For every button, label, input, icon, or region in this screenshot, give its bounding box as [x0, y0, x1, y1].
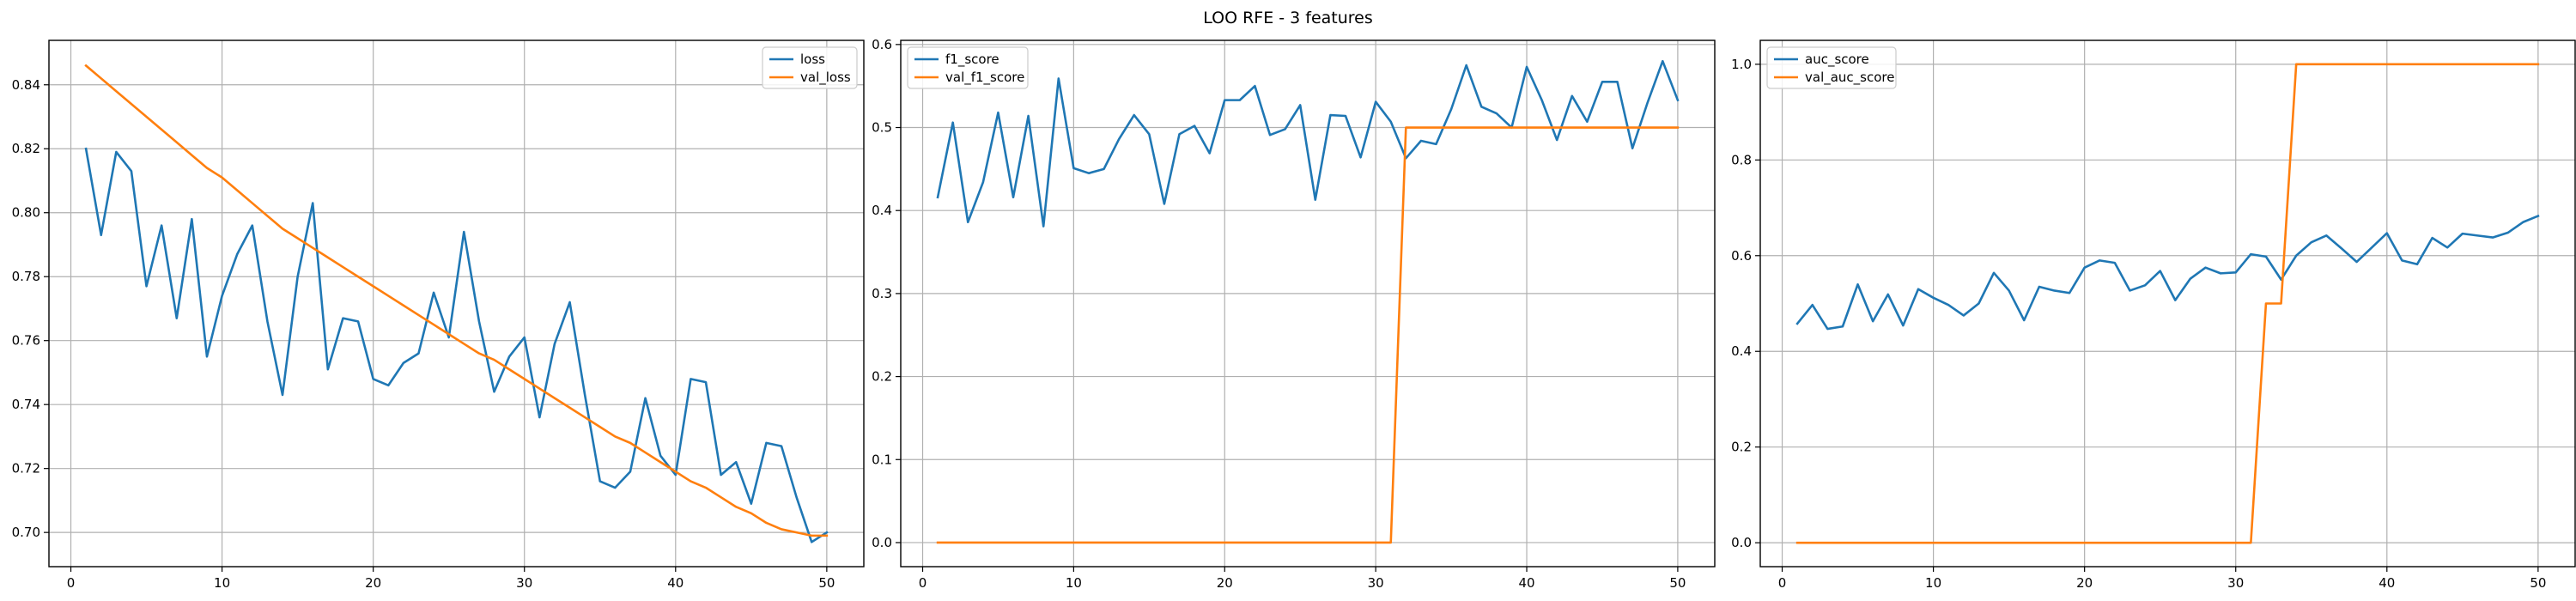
x-tick-label: 10: [1066, 575, 1082, 591]
y-tick-label: 0.5: [872, 120, 892, 136]
legend-label: val_loss: [800, 70, 851, 86]
legend-label: loss: [800, 52, 825, 67]
axes-frame: [48, 39, 865, 568]
x-tick-label: 40: [667, 575, 683, 591]
legend: loss val_loss: [762, 46, 858, 89]
legend-box: [1766, 46, 1897, 89]
y-tick-label: 0.84: [12, 77, 40, 93]
series-line-val_loss: [84, 64, 829, 537]
y-tick-label: 0.8: [1731, 152, 1752, 167]
y-tick-label: 0.80: [12, 205, 40, 221]
chart-panel-2: 0 10 20 30 40 50 0.0 0.1 0.2 0.3 0.4 0.5 0.6 f1_score…: [872, 37, 1716, 591]
x-tick-label: 50: [818, 575, 835, 591]
x-tick-label: 30: [1368, 575, 1384, 591]
y-tick-label: 0.1: [872, 452, 892, 467]
figure-title: LOO RFE - 3 features: [1203, 9, 1373, 27]
x-tick-label: 40: [2379, 575, 2395, 591]
y-tick-label: 0.4: [872, 203, 892, 218]
series-line-val_f1_score: [936, 126, 1680, 544]
series-line-f1_score: [936, 59, 1680, 228]
y-tick-label: 0.2: [872, 369, 892, 385]
y-tick-label: 0.70: [12, 525, 40, 540]
legend: auc_score val_auc_score: [1766, 46, 1897, 89]
x-tick-label: 40: [1518, 575, 1534, 591]
y-tick-label: 0.74: [12, 397, 40, 412]
y-tick-label: 0.82: [12, 141, 40, 156]
x-tick-label: 30: [516, 575, 532, 591]
axes-frame: [900, 39, 1716, 568]
x-tick-label: 0: [1778, 575, 1787, 591]
x-tick-label: 20: [2076, 575, 2093, 591]
y-tick-label: 0.3: [872, 286, 892, 301]
y-tick-label: 0.72: [12, 461, 40, 477]
y-tick-label: 1.0: [1731, 57, 1752, 72]
series-line-loss: [84, 147, 829, 543]
legend: f1_score val_f1_score: [907, 46, 1029, 89]
series-line-val_auc_score: [1795, 63, 2540, 544]
x-tick-label: 20: [365, 575, 381, 591]
y-tick-label: 0.0: [872, 535, 892, 550]
x-tick-label: 20: [1217, 575, 1233, 591]
legend-label: auc_score: [1805, 52, 1869, 68]
x-tick-label: 10: [1925, 575, 1941, 591]
x-tick-label: 10: [214, 575, 230, 591]
legend-label: f1_score: [945, 52, 999, 68]
axes-frame: [1759, 39, 2576, 568]
x-tick-label: 50: [2530, 575, 2546, 591]
y-tick-label: 0.78: [12, 269, 40, 284]
x-tick-label: 50: [1669, 575, 1686, 591]
series-line-auc_score: [1795, 214, 2540, 331]
y-tick-label: 0.76: [12, 333, 40, 349]
x-tick-label: 0: [919, 575, 927, 591]
legend-label: val_f1_score: [945, 70, 1024, 86]
y-tick-label: 0.0: [1731, 535, 1752, 550]
y-tick-label: 0.2: [1731, 440, 1752, 455]
x-tick-label: 0: [67, 575, 76, 591]
x-tick-label: 30: [2227, 575, 2244, 591]
chart-panel-1: 0 10 20 30 40 50 0.70 0.72 0.74 0.76 0.78 0.80 0.82 0…: [12, 39, 865, 591]
chart-panel-3: 0 10 20 30 40 50 0.0 0.2 0.4 0.6 0.8 1.0 auc_scoreva…: [1731, 39, 2576, 591]
y-tick-label: 0.6: [872, 37, 892, 52]
legend-label: val_auc_score: [1805, 70, 1895, 86]
y-tick-label: 0.6: [1731, 248, 1752, 264]
y-tick-label: 0.4: [1731, 343, 1752, 359]
